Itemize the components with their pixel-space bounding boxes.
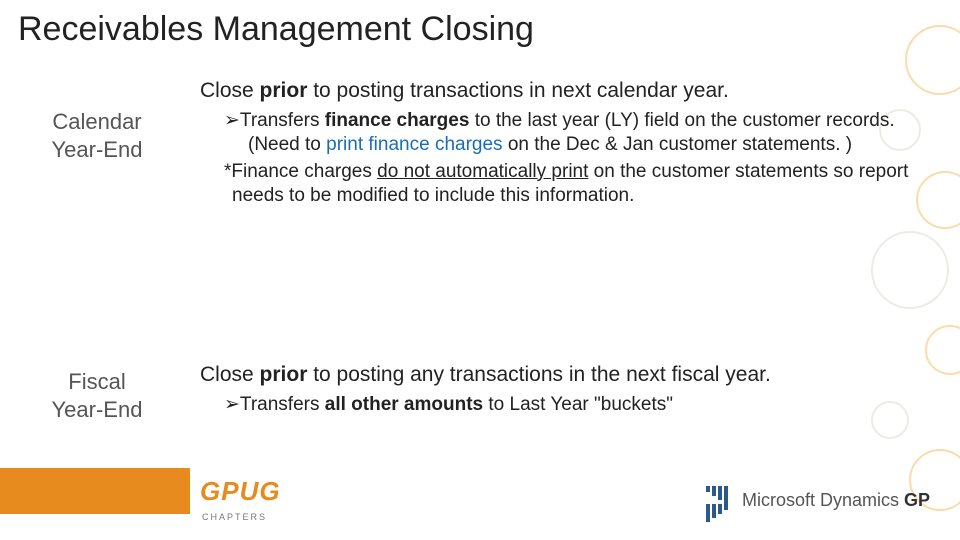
section-body-fiscal: Close prior to posting any transactions … (200, 362, 930, 417)
lead-post: to posting transactions in next calendar… (307, 79, 728, 102)
bullet-bold: finance charges (325, 110, 470, 131)
ms-dynamics-logo: Microsoft Dynamics GP (706, 486, 930, 514)
ms-dynamics-icon (706, 486, 734, 514)
lead-pre: Close (200, 79, 260, 102)
star-note: *Finance charges do not automatically pr… (224, 160, 930, 209)
bullet-arrow-icon: ➢ (224, 394, 240, 415)
bullet-item: ➢Transfers finance charges to the last y… (224, 109, 930, 133)
gpug-logo-text: GPUG (200, 476, 281, 507)
gpug-logo: GPUG (200, 466, 320, 516)
lead-bold: prior (260, 363, 308, 386)
label-line: Fiscal (68, 369, 125, 394)
bullet-post: to the last year (LY) field on the custo… (469, 110, 894, 131)
lead-pre: Close (200, 363, 260, 386)
bullet-post: to Last Year "buckets" (483, 394, 673, 415)
ms-gp: GP (904, 490, 930, 510)
section-body-calendar: Close prior to posting transactions in n… (200, 78, 930, 208)
footer-accent-bar (0, 468, 190, 514)
bullet-bold: all other amounts (325, 394, 483, 415)
paren-post: on the Dec & Jan customer statements. ) (503, 134, 853, 155)
section-label-calendar: Calendar Year-End (22, 108, 172, 163)
gpug-logo-subtext: CHAPTERS (202, 512, 267, 522)
label-line: Year-End (52, 137, 143, 162)
slide-title: Receivables Management Closing (18, 10, 534, 49)
bullet-item: ➢Transfers all other amounts to Last Yea… (224, 393, 930, 417)
ms-dynamics-text: Microsoft Dynamics GP (742, 490, 930, 511)
paren-pre: (Need to (248, 134, 326, 155)
bullet-pre: Transfers (240, 394, 325, 415)
lead-text: Close prior to posting transactions in n… (200, 78, 930, 105)
star-underline: do not automatically print (377, 161, 588, 182)
lead-post: to posting any transactions in the next … (307, 363, 770, 386)
label-line: Calendar (52, 109, 141, 134)
bullet-arrow-icon: ➢ (224, 110, 240, 131)
label-line: Year-End (52, 397, 143, 422)
lead-bold: prior (260, 79, 308, 102)
bullet-pre: Transfers (240, 110, 325, 131)
paren-note: (Need to print finance charges on the De… (248, 133, 930, 157)
star-pre: *Finance charges (224, 161, 377, 182)
paren-link: print finance charges (326, 134, 502, 155)
section-label-fiscal: Fiscal Year-End (22, 368, 172, 423)
lead-text: Close prior to posting any transactions … (200, 362, 930, 389)
ms-pre: Microsoft Dynamics (742, 490, 904, 510)
